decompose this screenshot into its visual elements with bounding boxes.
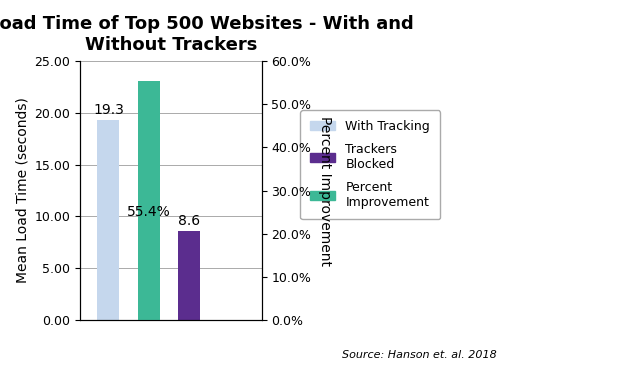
Bar [178,231,200,320]
Bar [138,81,160,320]
Title: Mean Load Time of Top 500 Websites - With and
Without Trackers: Mean Load Time of Top 500 Websites - Wit… [0,15,414,54]
Text: 55.4%: 55.4% [127,205,171,219]
Text: Source: Hanson et. al. 2018: Source: Hanson et. al. 2018 [342,350,496,360]
Text: 19.3: 19.3 [93,103,124,117]
Y-axis label: Mean Load Time (seconds): Mean Load Time (seconds) [15,97,29,284]
Y-axis label: Percent Improvement: Percent Improvement [318,115,332,265]
Legend: With Tracking, Trackers
Blocked, Percent
Improvement: With Tracking, Trackers Blocked, Percent… [301,110,440,219]
Text: 8.6: 8.6 [178,214,200,228]
Bar [97,120,119,320]
